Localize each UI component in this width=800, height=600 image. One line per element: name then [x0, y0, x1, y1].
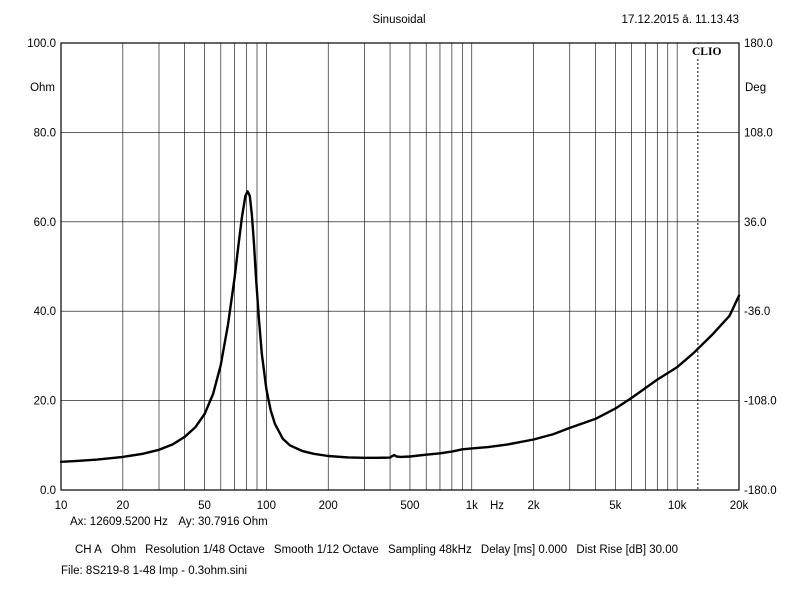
- x-tick-label: 100: [257, 500, 276, 512]
- x-tick-label: 1k: [466, 500, 478, 512]
- smooth-label: Smooth 1/12 Octave: [273, 544, 379, 556]
- timestamp: 17.12.2015 ā. 11.13.43: [622, 14, 739, 26]
- sampling-label: Sampling 48kHz: [387, 544, 472, 556]
- y-tick-label: 80.0: [34, 127, 56, 139]
- x-tick-label: 50: [198, 500, 211, 512]
- cursor-x-value: Ax: 12609.5200 Hz: [70, 516, 168, 528]
- x-axis-labels: 10 20 50 100 200 500 1k 2k 5k 10k 20k: [55, 500, 749, 512]
- y2-tick-label: -180.0: [744, 485, 777, 497]
- y-axis-labels: 0.0 20.0 40.0 60.0 80.0 100.0: [27, 38, 56, 497]
- y-tick-label: 60.0: [34, 217, 56, 229]
- x-tick-label: 200: [319, 500, 338, 512]
- x-tick-label: 500: [400, 500, 419, 512]
- y2-tick-label: -108.0: [744, 396, 777, 408]
- y2-tick-label: 108.0: [744, 127, 773, 139]
- clio-logo: CLIO: [689, 44, 734, 58]
- file-name: File: 8S219-8 1-48 Imp - 0.3ohm.sini: [61, 565, 248, 577]
- chart-title: Sinusoidal: [372, 14, 425, 26]
- x-tick-label: 20k: [730, 500, 749, 512]
- y-tick-label: 100.0: [27, 38, 56, 50]
- y-tick-label: 0.0: [40, 485, 56, 497]
- y2-tick-label: 36.0: [744, 217, 766, 229]
- x-tick-label: 20: [116, 500, 129, 512]
- x-tick-label: 5k: [609, 500, 621, 512]
- y2-axis-labels: -180.0 -108.0 -36.0 36.0 108.0 180.0: [744, 38, 777, 497]
- dist-rise-label: Dist Rise [dB] 30.00: [576, 544, 679, 556]
- resolution-label: Resolution 1/48 Octave: [145, 544, 265, 556]
- cursor-readout: Ax: 12609.5200 Hz Ay: 30.7916 Ohm: [70, 516, 276, 528]
- grid-lines: [61, 43, 739, 490]
- x-tick-label: 2k: [528, 500, 540, 512]
- unit-label: Ohm: [111, 544, 136, 556]
- svg-text:CLIO: CLIO: [692, 46, 721, 58]
- x-tick-label: 10: [55, 500, 68, 512]
- impedance-curve: [59, 190, 741, 463]
- x-axis-unit: Hz: [490, 500, 504, 512]
- y-axis-unit: Ohm: [30, 82, 55, 94]
- y2-axis-unit: Deg: [745, 82, 766, 94]
- channel-label: CH A: [75, 544, 102, 556]
- y-tick-label: 40.0: [34, 306, 56, 318]
- cursor-y-value: Ay: 30.7916 Ohm: [178, 516, 268, 528]
- plot-frame: [60, 42, 740, 491]
- measurement-settings: CH A Ohm Resolution 1/48 Octave Smooth 1…: [75, 544, 684, 556]
- y-tick-label: 20.0: [34, 396, 56, 408]
- y2-tick-label: -36.0: [744, 306, 770, 318]
- y2-tick-label: 180.0: [744, 38, 773, 50]
- delay-label: Delay [ms] 0.000: [480, 544, 568, 556]
- x-tick-label: 10k: [668, 500, 687, 512]
